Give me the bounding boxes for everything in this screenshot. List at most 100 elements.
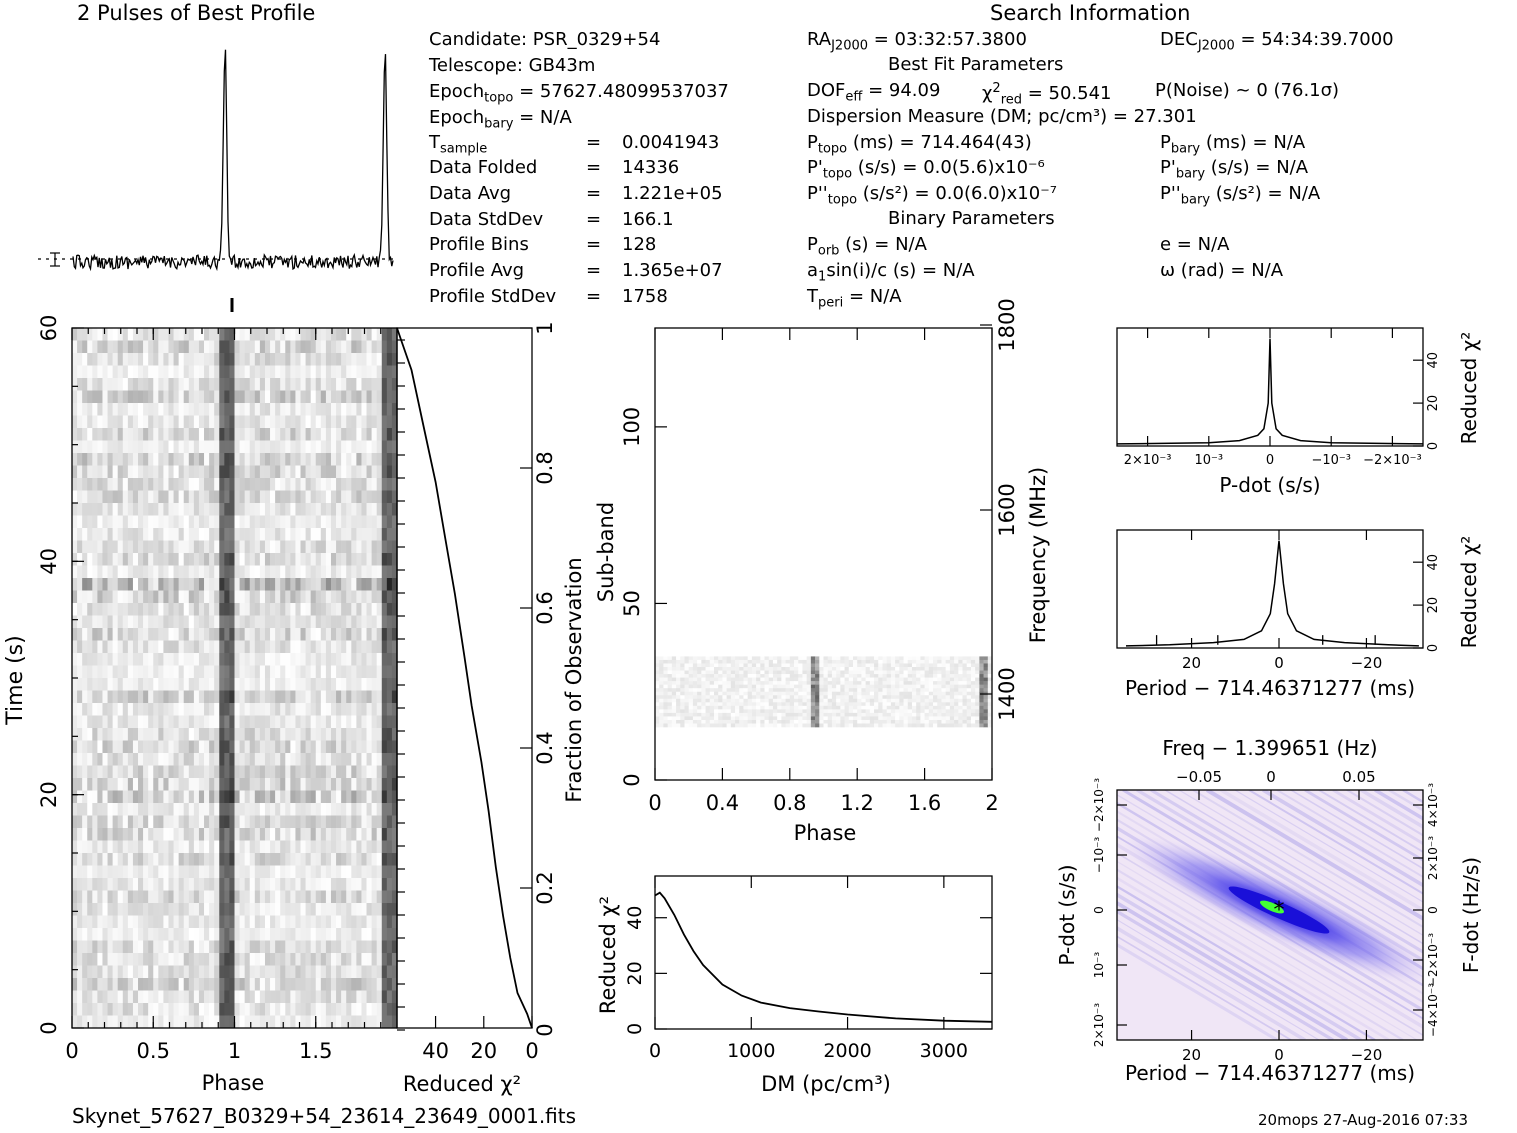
time-phase-cell bbox=[168, 403, 174, 416]
time-phase-cell bbox=[188, 553, 195, 566]
subband-cell bbox=[810, 688, 816, 693]
subband-cell bbox=[772, 667, 778, 671]
time-phase-cell bbox=[285, 615, 291, 629]
time-phase-cell bbox=[290, 753, 296, 766]
time-phase-cell bbox=[198, 890, 205, 904]
time-phase-cell bbox=[351, 628, 357, 641]
subband-cell bbox=[970, 667, 976, 671]
subband-cell bbox=[701, 698, 706, 703]
time-phase-cell bbox=[346, 1003, 352, 1016]
time-phase-cell bbox=[234, 878, 240, 891]
time-phase-cell bbox=[305, 978, 311, 991]
time-phase-cell bbox=[219, 603, 225, 616]
time-phase-cell bbox=[270, 890, 276, 904]
time-phase-cell bbox=[381, 965, 388, 979]
subband-cell bbox=[958, 677, 963, 682]
time-phase-cell bbox=[209, 753, 215, 766]
time-phase-cell bbox=[112, 878, 119, 891]
time-phase-cell bbox=[138, 540, 144, 554]
time-phase-cell bbox=[346, 665, 352, 679]
time-phase-cell bbox=[361, 603, 367, 616]
time-phase-cell bbox=[315, 478, 322, 491]
time-phase-cell bbox=[356, 328, 362, 341]
time-phase-cell bbox=[224, 990, 230, 1004]
time-phase-cell bbox=[259, 853, 266, 866]
subband-cell bbox=[798, 691, 803, 696]
time-phase-cell bbox=[112, 990, 119, 1004]
time-phase-cell bbox=[341, 453, 347, 466]
subband-cell bbox=[987, 659, 993, 664]
subband-cell bbox=[823, 656, 829, 661]
time-phase-cell bbox=[386, 765, 393, 779]
time-phase-cell bbox=[300, 790, 306, 804]
time-phase-cell bbox=[193, 1015, 200, 1029]
time-phase-cell bbox=[275, 328, 281, 341]
subband-cell bbox=[667, 681, 673, 685]
time-phase-cell bbox=[300, 490, 306, 504]
time-phase-cell bbox=[346, 853, 352, 866]
time-phase-cell bbox=[188, 740, 195, 754]
info-ra: RAJ2000 = 03:32:57.3800 bbox=[807, 31, 1027, 53]
time-phase-cell bbox=[229, 528, 235, 541]
subband-cell bbox=[937, 656, 942, 661]
subband-cell bbox=[958, 656, 963, 661]
time-phase-cell bbox=[376, 990, 383, 1004]
time-phase-cell bbox=[127, 828, 134, 841]
time-phase-cell bbox=[351, 565, 357, 579]
time-phase-cell bbox=[234, 390, 240, 404]
time-phase-cell bbox=[264, 815, 271, 829]
time-phase-cell bbox=[112, 590, 119, 604]
time-phase-cell bbox=[102, 765, 108, 779]
time-phase-cell bbox=[168, 1015, 174, 1029]
time-phase-cell bbox=[163, 915, 169, 929]
time-phase-cell bbox=[386, 340, 393, 354]
time-phase-cell bbox=[143, 715, 149, 729]
subband-cell bbox=[655, 681, 660, 685]
time-phase-cell bbox=[92, 1015, 98, 1029]
time-phase-cell bbox=[254, 378, 261, 391]
time-phase-cell bbox=[290, 565, 296, 579]
time-phase-cell bbox=[153, 853, 159, 866]
time-phase-cell bbox=[336, 415, 342, 429]
time-phase-cell bbox=[138, 1015, 144, 1029]
time-phase-cell bbox=[224, 615, 230, 629]
time-phase-cell bbox=[290, 853, 296, 866]
time-phase-cell bbox=[127, 403, 134, 416]
time-phase-cell bbox=[356, 353, 362, 366]
subband-cell bbox=[667, 656, 673, 661]
time-phase-cell bbox=[391, 565, 398, 579]
time-phase-cell bbox=[341, 678, 347, 691]
time-phase-cell bbox=[158, 765, 164, 779]
subband-cell bbox=[692, 698, 698, 703]
time-phase-cell bbox=[330, 628, 337, 641]
time-phase-cell bbox=[193, 715, 200, 729]
time-phase-cell bbox=[122, 828, 129, 841]
time-phase-cell bbox=[305, 890, 311, 904]
time-phase-cell bbox=[386, 328, 393, 341]
subband-cell bbox=[861, 688, 866, 693]
time-phase-cell bbox=[158, 828, 164, 841]
time-phase-cell bbox=[158, 603, 164, 616]
time-phase-cell bbox=[244, 615, 251, 629]
time-phase-cell bbox=[163, 515, 169, 529]
time-phase-cell bbox=[148, 840, 154, 854]
time-phase-cell bbox=[270, 403, 276, 416]
time-phase-cell bbox=[214, 365, 220, 379]
time-phase-cell bbox=[92, 428, 98, 441]
time-phase-cell bbox=[259, 640, 266, 654]
time-phase-cell bbox=[346, 753, 352, 766]
info-eq: = bbox=[586, 234, 602, 255]
subband-cell bbox=[735, 695, 740, 700]
time-phase-cell bbox=[168, 965, 174, 979]
time-phase-cell bbox=[264, 965, 271, 979]
subband-cell bbox=[852, 695, 858, 700]
time-phase-cell bbox=[275, 515, 281, 529]
time-phase-cell bbox=[244, 915, 251, 929]
time-phase-cell bbox=[300, 903, 306, 916]
time-phase-cell bbox=[132, 778, 139, 791]
time-phase-cell bbox=[361, 965, 367, 979]
time-phase-cell bbox=[280, 990, 286, 1004]
subband-cell bbox=[983, 684, 989, 689]
time-phase-cell bbox=[214, 1003, 220, 1016]
subband-cell bbox=[958, 681, 963, 685]
